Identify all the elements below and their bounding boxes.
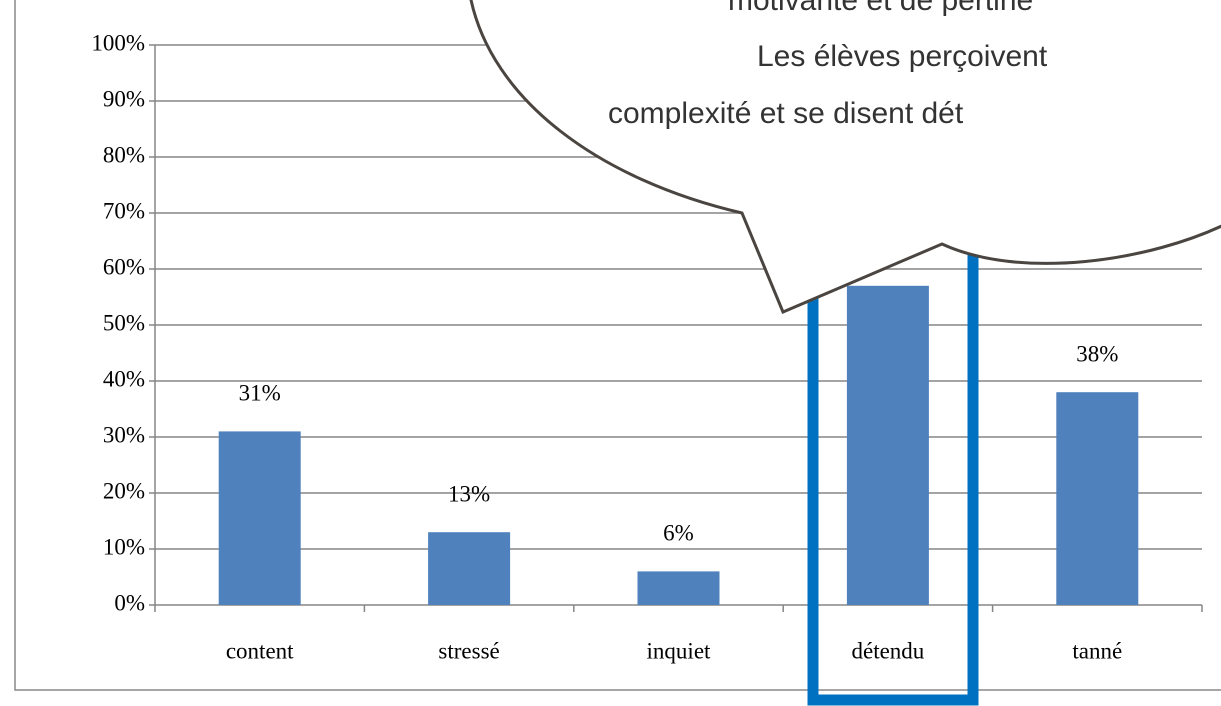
y-tick-label: 0%: [114, 590, 145, 615]
y-tick-label: 30%: [103, 422, 145, 447]
bubble-text: motivante et de pertine: [728, 0, 1033, 17]
y-tick-label: 50%: [103, 310, 145, 335]
data-label: 6%: [663, 521, 694, 546]
y-tick-label: 90%: [103, 86, 145, 111]
data-label: 31%: [239, 381, 281, 406]
y-tick-label: 100%: [91, 30, 145, 55]
plot: 0% 10% 20% 30% 40% 50% 60% 70% 80% 90% 100% content…: [91, 30, 1203, 663]
bar: [637, 571, 720, 605]
y-tick-label: 60%: [103, 254, 145, 279]
y-tick-label: 40%: [103, 366, 145, 391]
data-label: 38%: [1076, 341, 1118, 366]
bar: [846, 285, 929, 605]
data-label: 13%: [448, 481, 490, 506]
bar: [1056, 392, 1139, 605]
y-tick-label: 80%: [103, 142, 145, 167]
x-tick-label: tanné: [1072, 638, 1122, 663]
y-tick-label: 70%: [103, 198, 145, 223]
bubble-text: Les élèves perçoivent: [757, 40, 1048, 73]
x-tick-label: détendu: [851, 638, 924, 663]
bubble-text: complexité et se disent dét: [608, 97, 964, 130]
speech-bubble: [469, 0, 1221, 314]
x-tick-label: stressé: [438, 638, 499, 663]
y-tick-label: 10%: [103, 534, 145, 559]
y-tick-label: 20%: [103, 478, 145, 503]
x-tick-label: content: [226, 638, 294, 663]
x-tick-label: inquiet: [647, 638, 711, 663]
bar: [428, 532, 511, 605]
bar: [218, 431, 301, 605]
